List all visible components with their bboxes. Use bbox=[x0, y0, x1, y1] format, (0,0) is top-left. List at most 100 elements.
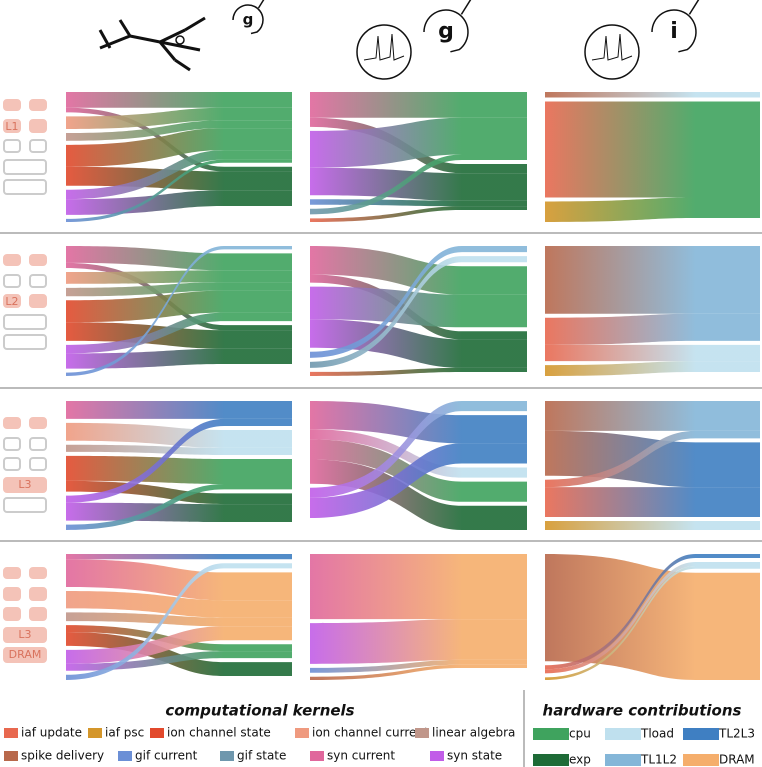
flow bbox=[66, 322, 292, 349]
legend-label: syn state bbox=[447, 749, 502, 763]
legend-label: iaf update bbox=[21, 726, 82, 740]
flow bbox=[310, 401, 527, 444]
register bbox=[29, 99, 47, 111]
flow bbox=[545, 361, 760, 376]
flow bbox=[66, 348, 292, 369]
separators bbox=[0, 232, 762, 767]
flow bbox=[66, 312, 292, 354]
memory-label: L2 bbox=[5, 295, 18, 308]
cache bbox=[29, 607, 47, 621]
flow bbox=[310, 206, 527, 222]
cache bbox=[3, 607, 21, 621]
memory bbox=[3, 627, 47, 643]
flow bbox=[310, 664, 527, 680]
flow bbox=[545, 313, 760, 345]
flow bbox=[66, 422, 292, 448]
voltage-trace bbox=[363, 33, 405, 61]
legend-swatch bbox=[220, 751, 234, 761]
icon-stem bbox=[460, 0, 472, 15]
neuron-branch bbox=[158, 41, 177, 61]
flow bbox=[66, 591, 292, 618]
neuron-soma bbox=[175, 35, 185, 45]
legend-swatch bbox=[295, 728, 309, 738]
flow bbox=[310, 443, 527, 518]
flow bbox=[66, 626, 292, 664]
cache bbox=[3, 294, 21, 308]
flow bbox=[66, 625, 292, 652]
flow bbox=[66, 632, 292, 676]
memory bbox=[3, 647, 47, 663]
flow bbox=[545, 246, 760, 314]
flow bbox=[310, 286, 527, 328]
legend-label: ion channel state bbox=[167, 726, 271, 740]
cache bbox=[3, 139, 21, 153]
legend-label: gif state bbox=[237, 749, 286, 763]
memory bbox=[3, 477, 47, 493]
flow bbox=[310, 274, 527, 340]
neuron-branch bbox=[159, 28, 186, 44]
legend-label: gif current bbox=[135, 749, 198, 763]
flow bbox=[545, 92, 760, 98]
cache bbox=[3, 457, 21, 471]
legend-label: cpu bbox=[569, 727, 591, 741]
legend-swatch bbox=[683, 754, 719, 766]
flow bbox=[66, 270, 292, 284]
register bbox=[3, 567, 21, 579]
flow bbox=[310, 92, 527, 118]
legend-label: DRAM bbox=[719, 753, 755, 767]
legend-swatch bbox=[533, 754, 569, 766]
flow bbox=[66, 554, 292, 560]
cache bbox=[29, 294, 47, 308]
neuron-branch bbox=[174, 58, 191, 72]
register bbox=[29, 567, 47, 579]
cache bbox=[29, 139, 47, 153]
flow bbox=[545, 401, 760, 431]
icon-outline bbox=[423, 9, 469, 53]
cache bbox=[3, 437, 21, 451]
flow bbox=[545, 344, 760, 362]
legend-swatch bbox=[4, 728, 18, 738]
flow bbox=[66, 502, 292, 522]
flow bbox=[66, 559, 292, 601]
column-icon-label: i bbox=[670, 19, 678, 44]
legend-swatch bbox=[533, 728, 569, 740]
neuron-branch bbox=[159, 40, 201, 52]
legend-label: TL1L2 bbox=[640, 753, 677, 767]
flow bbox=[66, 612, 292, 627]
memory-label: L1 bbox=[5, 120, 18, 133]
flow bbox=[310, 554, 527, 620]
legend-swatch bbox=[605, 754, 641, 766]
legend-title: hardware contributions bbox=[543, 702, 742, 720]
cache bbox=[3, 274, 21, 288]
voltage-trace bbox=[591, 33, 633, 61]
legend-label: syn current bbox=[327, 749, 395, 763]
flow bbox=[310, 659, 527, 673]
neuron-branch bbox=[118, 19, 132, 37]
register bbox=[29, 254, 47, 266]
icon-outline bbox=[232, 4, 264, 35]
icon-stem bbox=[688, 0, 700, 15]
flow bbox=[310, 154, 527, 215]
cache bbox=[29, 437, 47, 451]
memory-label: DRAM bbox=[9, 648, 42, 661]
flow bbox=[66, 190, 292, 215]
flow bbox=[545, 487, 760, 518]
flow bbox=[66, 282, 292, 297]
icon-outline bbox=[651, 9, 697, 53]
flow bbox=[545, 101, 760, 198]
flow bbox=[66, 128, 292, 167]
flow bbox=[310, 367, 527, 376]
flow bbox=[66, 401, 292, 419]
memory-label: L3 bbox=[18, 628, 31, 641]
icon-stem bbox=[257, 0, 265, 9]
column-icon-label: g bbox=[438, 19, 454, 44]
flow bbox=[66, 455, 292, 485]
neuron-branch bbox=[184, 16, 206, 32]
memory bbox=[3, 159, 47, 175]
register bbox=[3, 417, 21, 429]
memory bbox=[3, 179, 47, 195]
cache bbox=[3, 587, 21, 601]
flow bbox=[545, 197, 760, 222]
neuron-branch bbox=[98, 29, 112, 49]
register bbox=[3, 99, 21, 111]
